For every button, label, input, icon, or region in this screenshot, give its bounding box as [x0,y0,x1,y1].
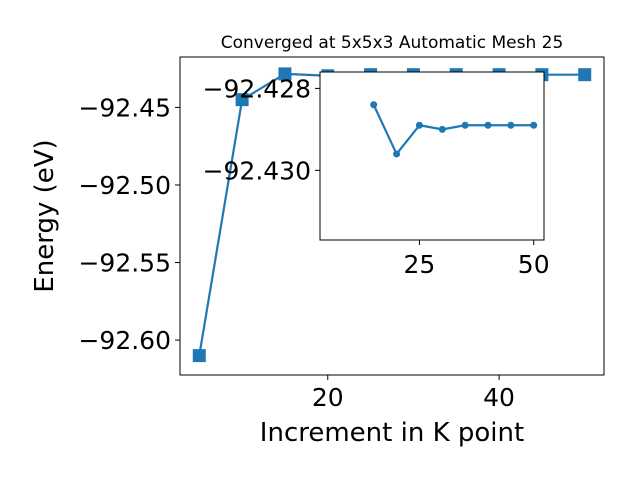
main-y-tick-label: −92.60 [78,326,171,355]
inset-y-tick-label: −92.428 [203,74,311,103]
main-x-tick-label: 20 [312,383,344,412]
main-y-tick-label: −92.50 [78,171,171,200]
main-point [192,349,206,363]
inset-series-line [372,104,534,156]
inset-frame [319,71,545,241]
main-point [578,68,592,82]
inset-point [507,121,515,129]
inset-y-tick-label: −92.430 [203,156,311,185]
chart-title: Converged at 5x5x3 Automatic Mesh 25 [221,33,564,53]
inset-plot: 25 50 −92.430 −92.428 [203,71,550,279]
main-point [278,67,292,81]
main-point [235,93,249,107]
main-frame [179,56,605,376]
inset-background [320,72,544,240]
main-x-tick-label: 40 [483,383,515,412]
main-y-tick-label: −92.45 [78,93,171,122]
y-axis-label: Energy (eV) [30,139,60,292]
inset-point [530,121,538,129]
inset-x-tick-label: 50 [518,250,550,279]
inset-point [415,121,423,129]
inset-point [461,121,469,129]
inset-x-tick-label: 25 [404,250,436,279]
inset-point [484,121,492,129]
main-y-tick-label: −92.55 [78,249,171,278]
x-axis-label: Increment in K point [260,418,524,448]
inset-point [370,101,378,109]
inset-point [438,125,446,133]
inset-point [393,150,401,158]
